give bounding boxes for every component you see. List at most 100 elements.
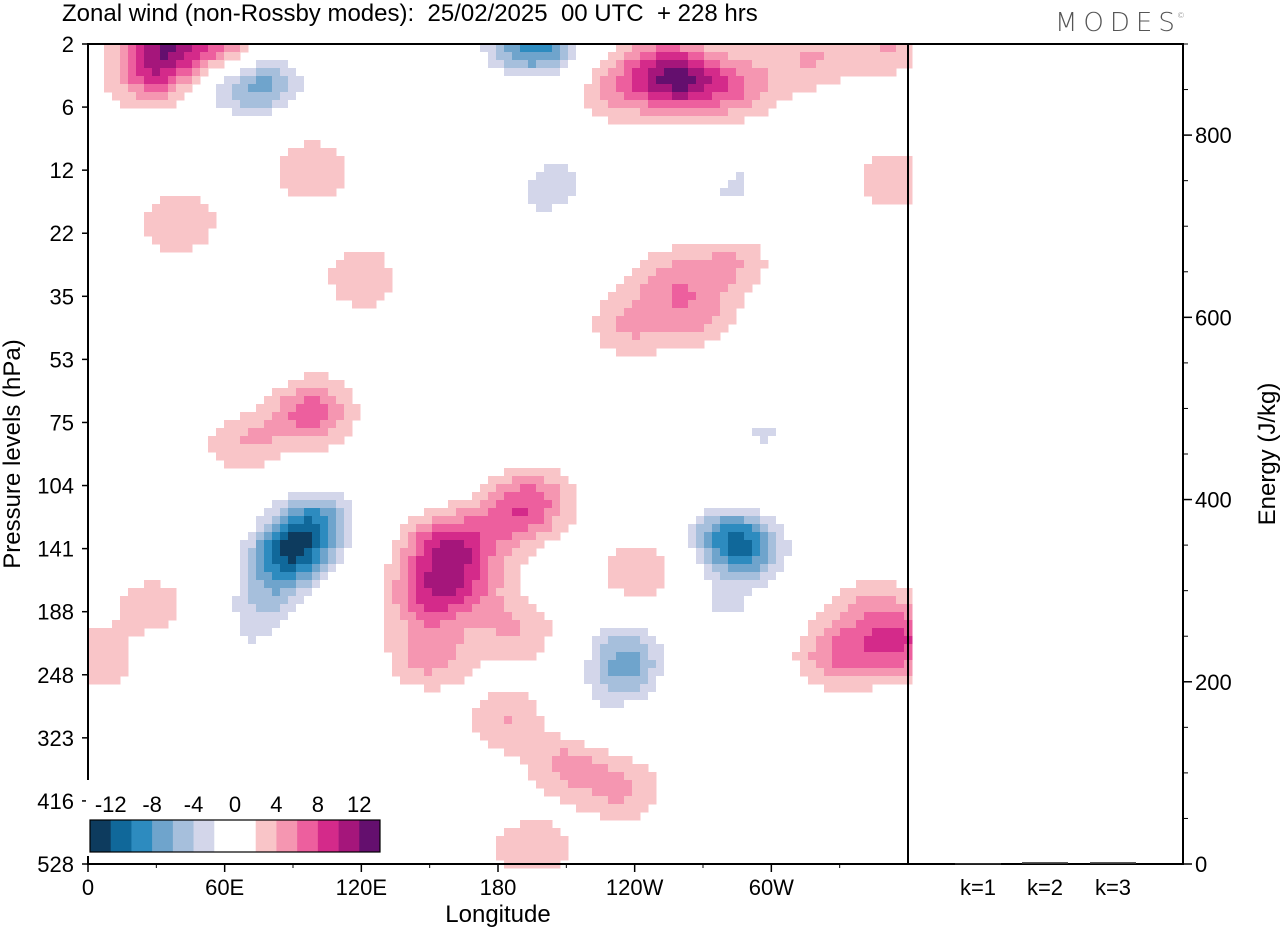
heatmap-cell bbox=[536, 252, 545, 261]
heatmap-cell bbox=[768, 516, 777, 525]
heatmap-cell bbox=[120, 596, 129, 605]
heatmap-cell bbox=[232, 548, 241, 557]
heatmap-cell bbox=[360, 500, 369, 509]
heatmap-cell bbox=[600, 692, 609, 701]
heatmap-cell bbox=[440, 116, 449, 125]
heatmap-cell bbox=[440, 100, 449, 109]
heatmap-cell bbox=[432, 244, 441, 253]
heatmap-cell bbox=[472, 324, 481, 333]
heatmap-cell bbox=[736, 612, 745, 621]
heatmap-cell bbox=[544, 772, 553, 781]
heatmap-cell bbox=[400, 524, 409, 533]
heatmap-cell bbox=[288, 548, 297, 557]
heatmap-cell bbox=[720, 260, 729, 269]
heatmap-cell bbox=[736, 524, 745, 533]
heatmap-cell bbox=[232, 92, 241, 101]
heatmap-cell bbox=[152, 60, 161, 69]
heatmap-cell bbox=[176, 244, 185, 253]
heatmap-cell bbox=[584, 156, 593, 165]
heatmap-cell bbox=[184, 244, 193, 253]
heatmap-cell bbox=[528, 772, 537, 781]
heatmap-cell bbox=[552, 172, 561, 181]
heatmap-cell bbox=[680, 276, 689, 285]
heatmap-cell bbox=[736, 580, 745, 589]
heatmap-cell bbox=[832, 628, 841, 637]
heatmap-cell bbox=[400, 676, 409, 685]
heatmap-cell bbox=[608, 716, 617, 725]
heatmap-cell bbox=[632, 108, 641, 117]
heatmap-cell bbox=[496, 844, 505, 853]
heatmap-cell bbox=[224, 52, 233, 61]
heatmap-cell bbox=[320, 156, 329, 165]
heatmap-cell bbox=[736, 292, 745, 301]
heatmap-cell bbox=[592, 180, 601, 189]
heatmap-cell bbox=[848, 68, 857, 77]
heatmap-cell bbox=[720, 108, 729, 117]
heatmap-cell bbox=[760, 572, 769, 581]
heatmap-cell bbox=[456, 316, 465, 325]
heatmap-cell bbox=[888, 612, 897, 621]
heatmap-cell bbox=[664, 84, 673, 93]
heatmap-cell bbox=[712, 588, 721, 597]
heatmap-cell bbox=[480, 636, 489, 645]
heatmap-cell bbox=[240, 652, 249, 661]
heatmap-cell bbox=[472, 68, 481, 77]
heatmap-cell bbox=[424, 100, 433, 109]
heatmap-cell bbox=[768, 412, 777, 421]
heatmap-cell bbox=[872, 620, 881, 629]
heatmap-cell bbox=[432, 548, 441, 557]
heatmap-cell bbox=[464, 84, 473, 93]
heatmap-cell bbox=[512, 268, 521, 277]
heatmap-cell bbox=[520, 500, 529, 509]
heatmap-cell bbox=[440, 260, 449, 269]
energy-tick-label: 0 bbox=[1195, 852, 1207, 877]
heatmap-cell bbox=[256, 404, 265, 413]
heatmap-cell bbox=[160, 84, 169, 93]
heatmap-cell bbox=[272, 260, 281, 269]
heatmap-cell bbox=[624, 812, 633, 821]
heatmap-cell bbox=[664, 260, 673, 269]
heatmap-cell bbox=[608, 316, 617, 325]
heatmap-cell bbox=[480, 700, 489, 709]
heatmap-cell bbox=[416, 108, 425, 117]
heatmap-cell bbox=[360, 68, 369, 77]
heatmap-cell bbox=[512, 484, 521, 493]
heatmap-cell bbox=[872, 580, 881, 589]
heatmap-cell bbox=[336, 508, 345, 517]
heatmap-cell bbox=[240, 44, 249, 53]
heatmap-cell bbox=[704, 260, 713, 269]
heatmap-cell bbox=[864, 748, 873, 757]
heatmap-cell bbox=[288, 524, 297, 533]
heatmap-cell bbox=[640, 60, 649, 69]
heatmap-cell bbox=[280, 628, 289, 637]
heatmap-cell bbox=[680, 52, 689, 61]
heatmap-cell bbox=[808, 676, 817, 685]
heatmap-cell bbox=[840, 588, 849, 597]
heatmap-cell bbox=[504, 68, 513, 77]
heatmap-cell bbox=[832, 668, 841, 677]
heatmap-cell bbox=[752, 52, 761, 61]
heatmap-cell bbox=[616, 300, 625, 309]
colorbar-tick-label: 0 bbox=[229, 792, 241, 817]
heatmap-cell bbox=[400, 660, 409, 669]
heatmap-cell bbox=[472, 100, 481, 109]
heatmap-cell bbox=[376, 284, 385, 293]
heatmap-cell bbox=[320, 516, 329, 525]
heatmap-cell bbox=[536, 484, 545, 493]
heatmap-cell bbox=[896, 604, 905, 613]
heatmap-cell bbox=[768, 180, 777, 189]
heatmap-cell bbox=[688, 524, 697, 533]
x-tick-label: 0 bbox=[82, 875, 94, 900]
heatmap-cell bbox=[712, 284, 721, 293]
heatmap-cell bbox=[656, 676, 665, 685]
heatmap-cell bbox=[264, 596, 273, 605]
heatmap-cell bbox=[392, 628, 401, 637]
heatmap-cell bbox=[104, 660, 113, 669]
heatmap-cell bbox=[472, 292, 481, 301]
heatmap-cell bbox=[592, 324, 601, 333]
heatmap-cell bbox=[736, 84, 745, 93]
heatmap-cell bbox=[200, 220, 209, 229]
heatmap-cell bbox=[272, 116, 281, 125]
heatmap-cell bbox=[600, 668, 609, 677]
heatmap-cell bbox=[528, 468, 537, 477]
